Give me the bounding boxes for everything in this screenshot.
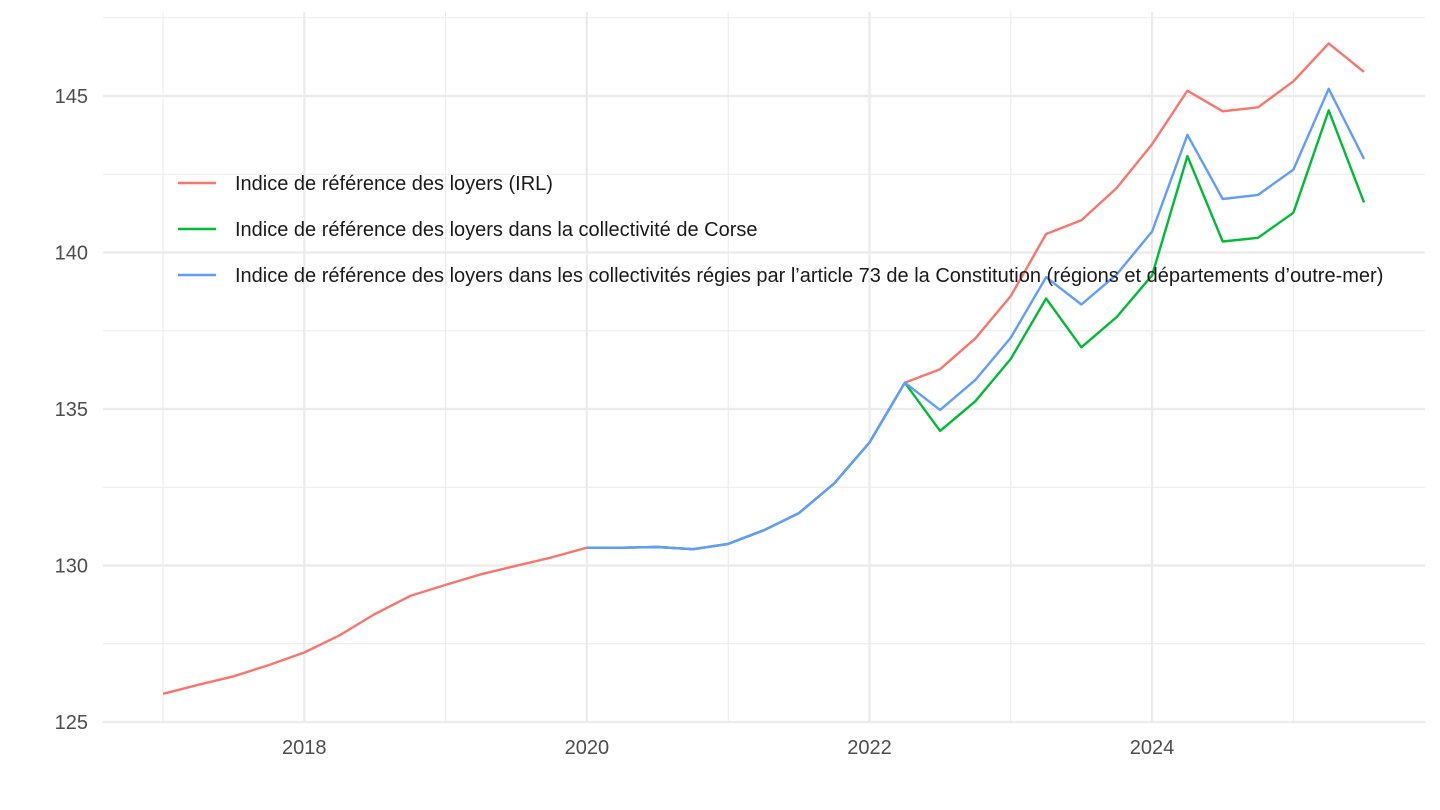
series-line-1	[162, 42, 1365, 695]
y-tick-label: 145	[55, 86, 88, 108]
x-tick-label: 2020	[565, 737, 610, 759]
legend-label-2: Indice de référence des loyers dans la c…	[235, 219, 758, 241]
major-gridlines	[103, 12, 1425, 724]
x-tick-label: 2022	[847, 737, 892, 759]
y-tick-label: 135	[55, 399, 88, 421]
series-line-2	[586, 109, 1366, 551]
y-tick-label: 130	[55, 556, 88, 578]
series-lines	[162, 42, 1366, 695]
minor-gridlines	[103, 12, 1425, 722]
legend-label-1: Indice de référence des loyers (IRL)	[235, 173, 553, 195]
y-axis: 125 130 135 140 145	[55, 86, 88, 734]
legend-label-3: Indice de référence des loyers dans les …	[235, 265, 1383, 287]
x-tick-label: 2024	[1130, 737, 1175, 759]
series-line-3	[586, 87, 1366, 551]
y-tick-label: 140	[55, 243, 88, 265]
x-tick-label: 2018	[282, 737, 327, 759]
y-tick-label: 125	[55, 712, 88, 734]
x-axis: 2018 2020 2022 2024	[282, 737, 1174, 759]
legend: Indice de référence des loyers (IRL) Indi…	[178, 173, 1383, 287]
